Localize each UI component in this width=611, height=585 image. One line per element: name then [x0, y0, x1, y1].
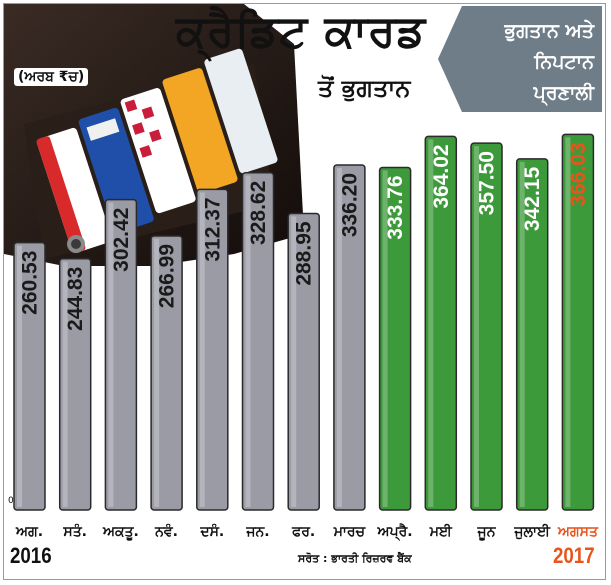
bar-highlight [565, 137, 571, 507]
source-credit: ਸਰੋਤ : ਭਾਰਤੀ ਰਿਜ਼ਰਵ ਬੈਂਕ [298, 552, 412, 565]
bar-highlight [382, 170, 388, 507]
info-panel-line: ਪ੍ਰਣਾਲੀ [533, 82, 594, 104]
bar [196, 188, 229, 511]
year-end-label: 2017 [553, 543, 595, 568]
bar-highlight [428, 139, 434, 508]
bar-value-label: 328.62 [247, 181, 270, 245]
bar [378, 166, 412, 511]
bar-value-label: 312.37 [201, 197, 224, 261]
bar-group: 336.20 [333, 164, 366, 511]
chart-frame [3, 3, 606, 580]
bar [13, 241, 46, 511]
bar-group: 364.02 [424, 135, 458, 511]
bar-group: 342.15 [515, 158, 549, 511]
bar [287, 212, 320, 511]
bar-value-label: 336.20 [338, 173, 361, 237]
bar-value-label: 266.99 [156, 244, 179, 308]
bar-value-label: 364.02 [430, 144, 453, 208]
bar-highlight [108, 202, 114, 507]
bar-highlight [62, 261, 68, 507]
bar-value-label: 244.83 [64, 267, 87, 331]
bar [241, 171, 275, 511]
bar-group: 357.50 [470, 142, 503, 511]
bar-highlight [154, 238, 160, 507]
x-tick-label: ਮਾਰਚ [333, 524, 366, 540]
bar-highlight [291, 216, 297, 508]
x-tick-label: ਨਵੰ. [155, 524, 179, 540]
x-tick-label: ਮਈ [429, 524, 452, 540]
bar-value-label: 260.53 [19, 251, 42, 315]
unit-label: (ਅਰਬ ₹ਚ) [14, 68, 89, 86]
info-panel: ਭੁਗਤਾਨ ਅਤੇ ਨਿਪਟਾਨ ਪ੍ਰਣਾਲੀ [438, 6, 602, 112]
bar-highlight [199, 192, 205, 508]
bar-value-label: 357.50 [476, 151, 499, 215]
bar-value-label: 333.76 [384, 175, 407, 239]
x-tick-label: ਜੂਨ [477, 524, 496, 540]
x-tick-label: ਸਤੰ. [63, 524, 87, 540]
chart-title: ਕ੍ਰੈਡਿਟ ਕਾਰਡ [176, 6, 427, 57]
bar [424, 135, 458, 511]
info-panel-text: ਭੁਗਤਾਨ ਅਤੇ ਨਿਪਟਾਨ ਪ੍ਰਣਾਲੀ [505, 16, 594, 109]
bar-value-label: 342.15 [521, 167, 544, 232]
bar [104, 198, 138, 511]
x-tick-label: ਦਸੰ. [200, 524, 225, 540]
bar [58, 257, 92, 511]
bar-group: 366.03 [561, 133, 595, 511]
x-tick-label: ਜਨ. [246, 524, 270, 540]
x-tick-label: ਅਗ. [15, 524, 44, 540]
x-tick-label: ਜੁਲਾਈ [514, 524, 550, 540]
bar-group: 288.95 [287, 212, 320, 511]
bar-highlight [519, 161, 525, 507]
bar-value-label: 366.03 [567, 142, 590, 206]
info-panel-line: ਨਿਪਟਾਨ [534, 51, 594, 73]
info-panel-shape [438, 6, 602, 112]
bar-highlight [474, 146, 479, 507]
x-tick-label: ਅਕਤੂ. [102, 524, 139, 540]
bar [470, 142, 503, 511]
bar-highlight [245, 175, 251, 507]
bar-value-label: 288.95 [293, 221, 316, 286]
x-tick-label: ਫਰ. [292, 524, 316, 540]
bar-highlight [17, 245, 22, 507]
bar-group: 266.99 [150, 235, 183, 511]
bar-value-label: 302.42 [110, 208, 133, 272]
bar-group: 333.76 [378, 166, 412, 511]
year-start-label: 2016 [10, 543, 52, 568]
bar-group: 260.53 [13, 241, 46, 511]
bar-group: 244.83 [58, 257, 92, 511]
info-panel-line: ਭੁਗਤਾਨ ਅਤੇ [504, 20, 594, 42]
bar [333, 164, 366, 511]
bar-group: 328.62 [241, 171, 275, 511]
x-tick-label: ਅਪ੍ਰੈ. [377, 524, 413, 540]
x-tick-label: ਅਗਸਤ [557, 524, 598, 540]
bar-group: 302.42 [104, 198, 138, 511]
bar [150, 235, 183, 511]
chart-subtitle: ਤੋਂ ਭੁਗਤਾਨ [318, 74, 411, 102]
y-axis-zero-label: 0 [8, 496, 14, 506]
bar-group: 312.37 [196, 188, 229, 511]
bar [515, 158, 549, 511]
bar-highlight [336, 167, 342, 507]
bar [561, 133, 595, 511]
